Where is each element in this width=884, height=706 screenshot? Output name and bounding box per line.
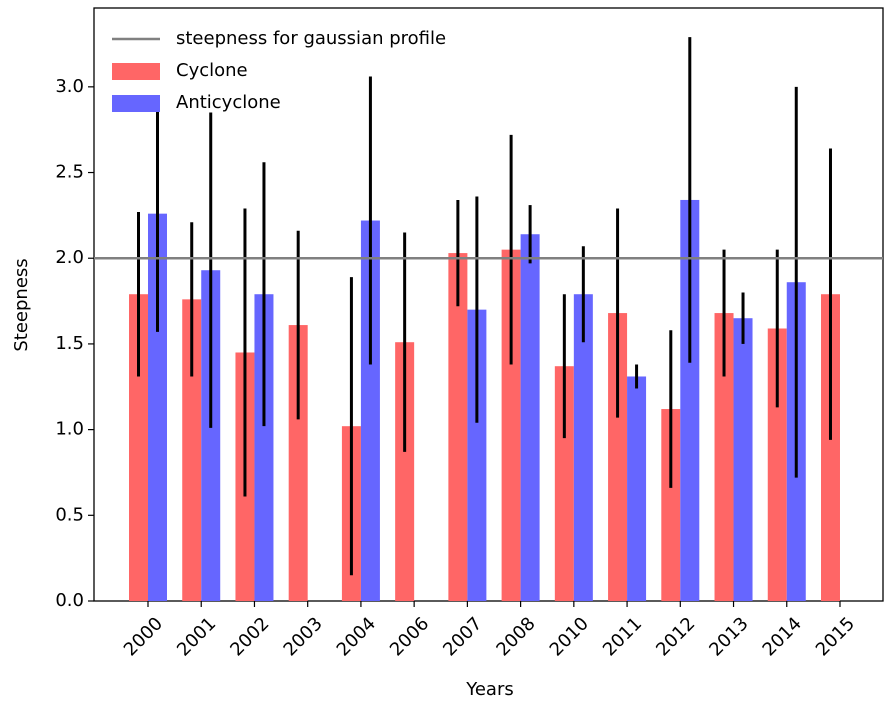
- bar: [627, 376, 647, 601]
- x-tick-label: 2003: [280, 613, 327, 660]
- bar: [501, 249, 521, 601]
- bar: [661, 409, 681, 601]
- x-tick-label: 2008: [492, 613, 539, 660]
- bar: [820, 294, 840, 601]
- bar: [129, 294, 148, 601]
- x-tick-label: 2011: [599, 613, 646, 660]
- bar: [520, 234, 540, 602]
- y-tick-label: 1.0: [55, 419, 84, 440]
- x-tick-label: 2000: [120, 613, 167, 660]
- legend-label: steepness for gaussian profile: [176, 28, 446, 49]
- bar: [714, 313, 734, 601]
- legend-swatch: [112, 63, 160, 80]
- y-tick-label: 1.5: [55, 333, 84, 354]
- y-tick-label: 2.5: [55, 162, 84, 183]
- y-tick-label: 0.5: [55, 504, 84, 525]
- x-tick-label: 2013: [705, 613, 752, 660]
- y-tick-label: 0.0: [55, 590, 84, 611]
- bar: [733, 318, 753, 601]
- legend-label: Cyclone: [176, 60, 248, 81]
- x-tick-label: 2015: [812, 613, 859, 660]
- bar: [148, 213, 167, 601]
- bar: [467, 309, 487, 601]
- x-tick-label: 2007: [439, 613, 486, 660]
- y-tick-label: 3.0: [55, 76, 84, 97]
- bar: [254, 294, 274, 601]
- x-tick-label: 2001: [173, 613, 220, 660]
- bar: [360, 220, 380, 601]
- bar: [288, 325, 308, 601]
- bar: [182, 299, 202, 601]
- bar: [680, 199, 700, 602]
- x-tick-label: 2010: [546, 613, 593, 660]
- y-tick-label: 2.0: [55, 247, 84, 268]
- bar: [608, 313, 628, 601]
- bar: [201, 270, 221, 601]
- x-axis-label: Years: [465, 679, 514, 700]
- x-tick-label: 2002: [226, 613, 273, 660]
- legend-swatch: [112, 95, 160, 112]
- bar: [448, 253, 468, 602]
- bar: [767, 328, 787, 601]
- plot-frame: [93, 7, 884, 602]
- x-tick-label: 2006: [386, 613, 433, 660]
- bar: [573, 294, 593, 601]
- y-axis-label: Steepness: [11, 258, 32, 351]
- x-tick-label: 2004: [333, 613, 380, 660]
- x-tick-label: 2014: [759, 613, 806, 660]
- x-tick-label: 2012: [652, 613, 699, 660]
- legend-label: Anticyclone: [176, 92, 281, 113]
- bar: [554, 366, 574, 601]
- bar: [395, 342, 415, 601]
